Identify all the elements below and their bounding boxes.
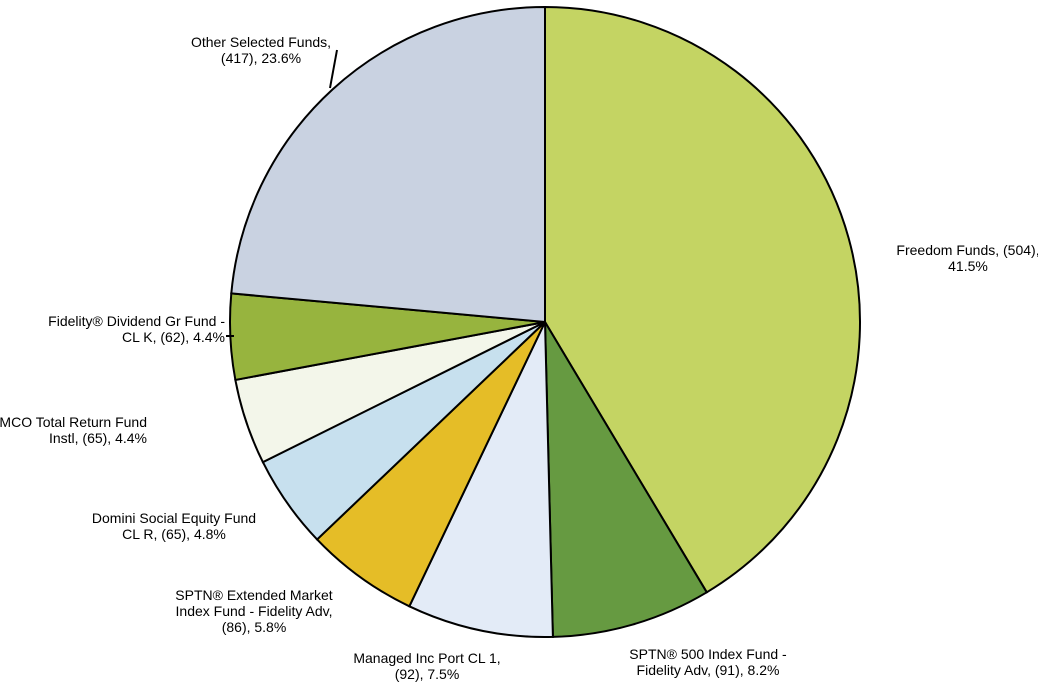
pie-slice-other-selected-funds	[230, 5, 546, 324]
slice-label-domini-social-equity-fund-cl-r: Domini Social Equity Fund CL R, (65), 4.8…	[92, 510, 256, 542]
pie-slices	[228, 5, 861, 638]
slice-labels: Freedom Funds, (504), 41.5% SPTN® 500 Inde…	[0, 34, 1038, 682]
slice-label-line: Index Fund - Fidelity Adv,	[176, 603, 333, 619]
slice-label-line: Domini Social Equity Fund	[92, 510, 256, 526]
slice-label-line: SPTN® Extended Market	[175, 587, 332, 603]
slice-label-line: 41.5%	[948, 258, 988, 274]
slice-label-line: (86), 5.8%	[222, 619, 287, 635]
slice-label-managed-inc-port-cl-1: Managed Inc Port CL 1, (92), 7.5%	[353, 650, 500, 682]
leader-line-other-selected-funds	[329, 49, 338, 89]
slice-label-sptn-extended-market-index-fund-fidelity-adv: SPTN® Extended Market Index Fund - Fideli…	[175, 587, 332, 635]
slice-label-line: CL K, (62), 4.4%	[122, 329, 225, 345]
slice-label-other-selected-funds: Other Selected Funds, (417), 23.6%	[191, 34, 331, 66]
slice-label-line: (417), 23.6%	[221, 50, 301, 66]
slice-label-fidelity-dividend-gr-fund-cl-k: Fidelity® Dividend Gr Fund -CL K, (62), …	[48, 313, 225, 345]
slice-label-line: CL R, (65), 4.8%	[122, 526, 226, 542]
slice-label-line: Managed Inc Port CL 1,	[353, 650, 500, 666]
pie-slice-sptn-500-index-fund-fidelity-adv	[543, 318, 709, 638]
pie-slice-managed-inc-port-cl-1	[408, 321, 554, 638]
slice-label-line: Freedom Funds, (504),	[896, 242, 1038, 258]
slice-label-line: (92), 7.5%	[395, 666, 460, 682]
leader-lines	[226, 49, 338, 337]
slice-label-freedom-funds: Freedom Funds, (504), 41.5%	[896, 242, 1038, 274]
slice-label-line: Instl, (65), 4.4%	[49, 430, 147, 446]
slice-label-line: Fidelity Adv, (91), 8.2%	[637, 662, 780, 678]
pie-slice-freedom-funds	[544, 5, 861, 594]
slice-label-sptn-500-index-fund-fidelity-adv: SPTN® 500 Index Fund -Fidelity Adv, (91)…	[629, 646, 787, 678]
slice-label-line: Other Selected Funds,	[191, 34, 331, 50]
slice-label-line: SPTN® 500 Index Fund -	[629, 646, 787, 662]
slice-label-line: Fidelity® Dividend Gr Fund -	[48, 313, 225, 329]
slice-label-pimco-total-return-fund-instl: PIMCO Total Return Fund Instl, (65), 4.4%	[0, 414, 147, 446]
slice-label-line: PIMCO Total Return Fund	[0, 414, 147, 430]
